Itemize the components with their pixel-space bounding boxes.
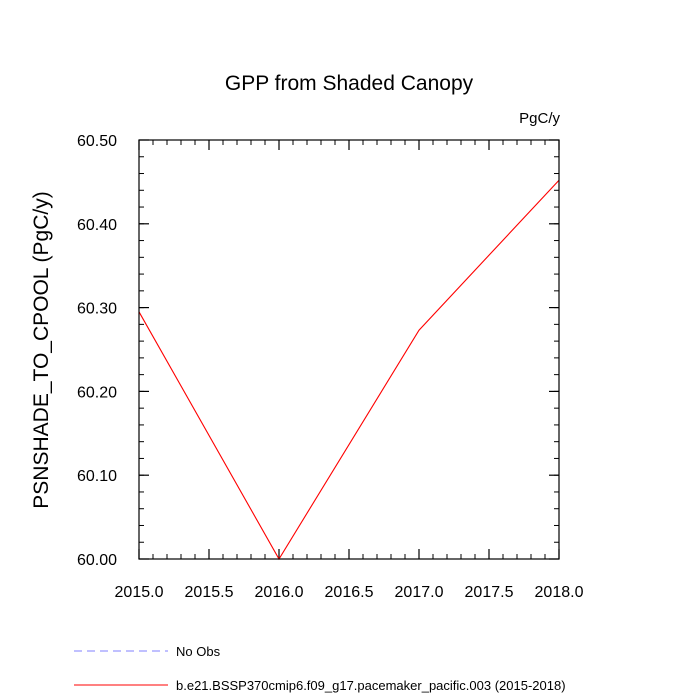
y-tick-labels: 60.00 60.10 60.20 60.30 60.40 60.50 — [77, 133, 117, 569]
series-layer — [138, 179, 560, 561]
minor-ticks — [138, 139, 560, 560]
series-line-1 — [138, 179, 560, 561]
legend: No Obs b.e21.BSSP370cmip6.f09_g17.pacemak… — [74, 644, 566, 693]
x-tick-label: 2016.0 — [255, 584, 304, 601]
chart-title: GPP from Shaded Canopy — [225, 72, 474, 95]
y-tick-label: 60.00 — [77, 552, 117, 569]
legend-label-0: No Obs — [176, 644, 221, 659]
y-axis-label: PSNSHADE_TO_CPOOL (PgC/y) — [30, 191, 53, 508]
y-tick-label: 60.40 — [77, 217, 117, 234]
x-tick-label: 2017.0 — [395, 584, 444, 601]
y-tick-label: 60.10 — [77, 468, 117, 485]
x-tick-label: 2017.5 — [465, 584, 514, 601]
units-label: PgC/y — [519, 110, 560, 127]
plot-frame — [138, 139, 560, 560]
x-tick-labels: 2015.0 2015.5 2016.0 2016.5 2017.0 2017.5 2018… — [115, 584, 584, 601]
x-tick-label: 2015.5 — [185, 584, 234, 601]
x-tick-label: 2016.5 — [325, 584, 374, 601]
y-tick-label: 60.50 — [77, 133, 117, 150]
x-tick-label: 2015.0 — [115, 584, 164, 601]
legend-label-1: b.e21.BSSP370cmip6.f09_g17.pacemaker_pac… — [176, 678, 566, 693]
x-tick-label: 2018.0 — [535, 584, 584, 601]
y-tick-label: 60.30 — [77, 301, 117, 318]
y-tick-label: 60.20 — [77, 384, 117, 401]
major-ticks — [138, 139, 560, 560]
